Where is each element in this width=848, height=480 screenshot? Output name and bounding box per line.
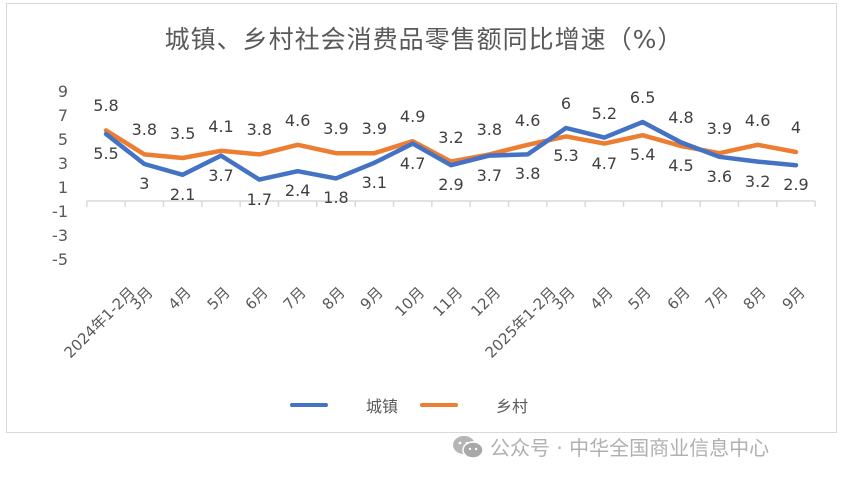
watermark-text: 公众号 · 中华全国商业信息中心 [490, 436, 770, 460]
urban-data-label: 1.7 [246, 189, 273, 209]
rural-data-label: 4.7 [591, 153, 618, 173]
rural-data-label: 4.6 [284, 110, 311, 130]
chart-frame [6, 3, 837, 433]
y-tick-label: 1 [57, 178, 68, 197]
wechat-icon [453, 435, 484, 459]
y-tick-label: -5 [52, 250, 68, 269]
rural-data-label: 4.5 [668, 156, 694, 175]
legend: 城镇 乡村 [290, 393, 528, 417]
rural-series-line [103, 128, 799, 164]
y-tick-label: 7 [57, 106, 68, 125]
rural-data-label: 5.8 [93, 96, 119, 116]
legend-rural-swatch [420, 403, 459, 407]
y-tick-label: 5 [57, 130, 68, 149]
urban-series-line [103, 119, 799, 182]
y-tick-label: -3 [52, 226, 68, 245]
rural-data-label: 5.3 [553, 146, 579, 166]
urban-data-label: 2.4 [284, 181, 311, 201]
urban-data-label: 2.9 [783, 175, 809, 195]
rural-data-label: 5.4 [629, 145, 656, 165]
urban-data-label: 2.9 [438, 175, 464, 195]
urban-data-label: 3.6 [706, 166, 733, 186]
rural-data-label: 3.8 [246, 120, 273, 140]
rural-data-label: 3.9 [323, 119, 349, 139]
rural-data-label: 3.2 [438, 127, 464, 147]
urban-data-label: 3.7 [208, 165, 234, 185]
watermark: 公众号 · 中华全国商业信息中心 [452, 432, 769, 461]
y-tick-label: -1 [52, 202, 68, 221]
chart-title: 城镇、乡村社会消费品零售额同比增速（%） [164, 25, 684, 54]
urban-data-label: 4.7 [399, 153, 426, 173]
urban-data-label: 6.5 [629, 88, 656, 107]
legend-urban-label: 城镇 [366, 397, 399, 416]
urban-data-label: 3.8 [514, 164, 541, 184]
rural-data-label: 3.8 [131, 120, 158, 140]
legend-urban-swatch [290, 403, 328, 407]
rural-data-label: 3.8 [476, 120, 503, 140]
y-tick-label: 3 [57, 154, 68, 173]
urban-data-label: 5.2 [591, 103, 618, 123]
rural-data-label: 4.9 [399, 107, 426, 127]
urban-data-label: 6 [560, 94, 572, 113]
rural-data-label: 3.5 [169, 124, 196, 143]
urban-data-label: 3.2 [744, 171, 771, 191]
urban-data-label: 2.1 [169, 184, 196, 204]
legend-rural-label: 乡村 [496, 397, 529, 416]
rural-data-label: 3.9 [361, 119, 388, 139]
urban-data-label: 3.7 [476, 165, 503, 185]
rural-data-label: 4.6 [744, 110, 771, 130]
urban-data-label: 5.5 [93, 144, 119, 163]
y-tick-label: 9 [57, 82, 68, 101]
urban-data-label: 3 [139, 174, 150, 193]
urban-data-label: 3.1 [361, 172, 388, 192]
rural-data-label: 4 [790, 118, 802, 137]
rural-data-label: 3.9 [706, 119, 733, 139]
urban-data-label: 1.8 [323, 188, 349, 208]
rural-data-label: 4.6 [514, 110, 541, 130]
rural-data-label: 4.1 [208, 116, 234, 136]
urban-data-label: 4.8 [668, 108, 694, 128]
